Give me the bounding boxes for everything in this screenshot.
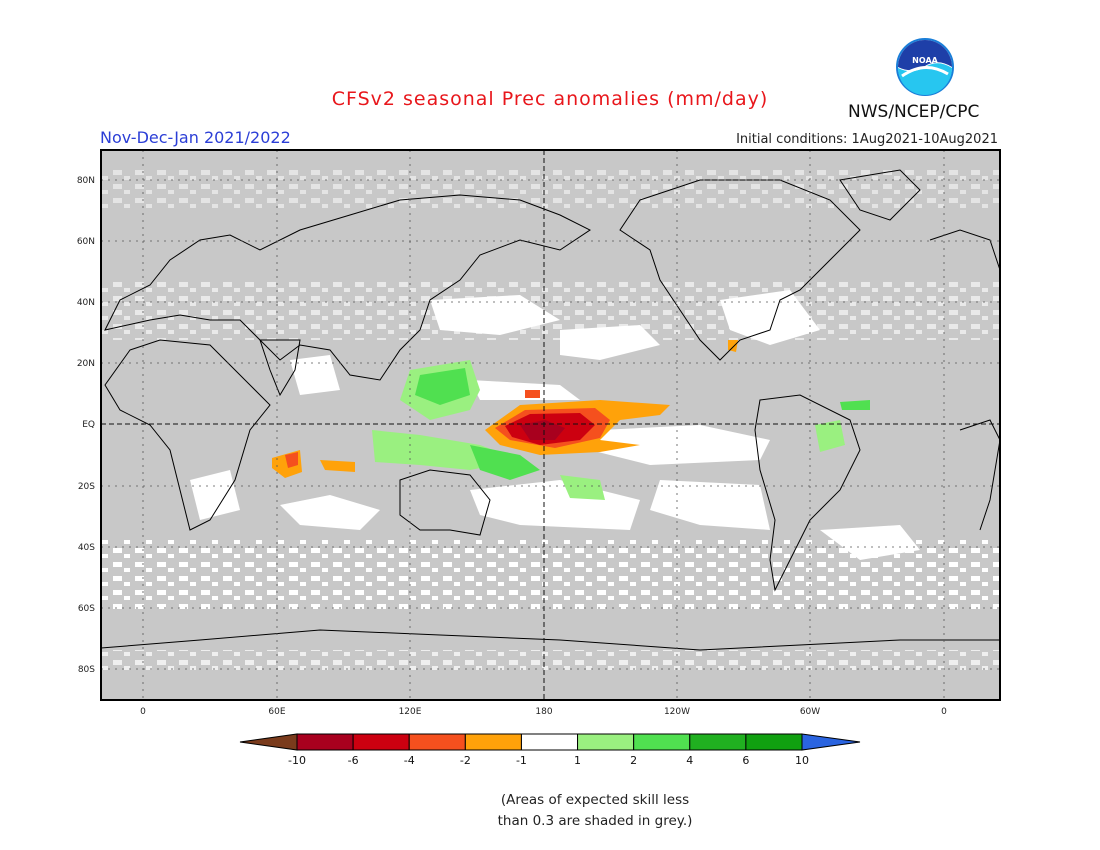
colorbar-box [352, 733, 410, 751]
colorbar-label: 2 [630, 754, 637, 767]
lon-label: 180 [535, 707, 552, 717]
lon-label: 60W [800, 707, 820, 717]
lat-label: 20N [77, 359, 95, 369]
lat-label: EQ [82, 420, 95, 430]
map-frame [100, 149, 1001, 701]
colorbar-box [296, 733, 354, 751]
colorbar-label: -1 [516, 754, 527, 767]
note-line: than 0.3 are shaded in grey.) [497, 813, 693, 829]
lat-label: 80N [77, 176, 95, 186]
lon-label: 60E [268, 707, 285, 717]
map-title: CFSv2 seasonal Prec anomalies (mm/day) [331, 88, 769, 110]
lon-label: 120W [664, 707, 690, 717]
wet-anomalies [372, 360, 870, 500]
lat-label: 60N [77, 237, 95, 247]
coastlines [100, 169, 1001, 651]
near-normal-areas [101, 170, 1000, 670]
grid-lines [101, 150, 1000, 700]
lon-label: 0 [941, 707, 947, 717]
latitude-labels: 80N 60N 40N 20N EQ 20S 40S 60S 80S [77, 176, 95, 675]
lat-label: 40N [77, 298, 95, 308]
colorbar-label: -4 [404, 754, 415, 767]
colorbar-label: -2 [460, 754, 471, 767]
colorbar-label: 4 [686, 754, 693, 767]
noaa-logo: NOAA [896, 38, 954, 96]
colorbar-box [408, 733, 466, 751]
colorbar: -10 -6 -4 -2 -1 1 2 4 6 10 [239, 733, 861, 767]
colorbar-box [520, 733, 579, 751]
lat-label: 80S [78, 665, 95, 675]
organization-label: NWS/NCEP/CPC [848, 102, 980, 122]
lat-label: 20S [78, 482, 95, 492]
lat-label: 40S [78, 543, 95, 553]
colorbar-arrow-low [239, 733, 298, 751]
forecast-period: Nov-Dec-Jan 2021/2022 [100, 128, 291, 147]
colorbar-box [633, 733, 691, 751]
colorbar-box [745, 733, 803, 751]
lat-label: 60S [78, 604, 95, 614]
initial-conditions: Initial conditions: 1Aug2021-10Aug2021 [736, 132, 998, 147]
lon-label: 120E [399, 707, 422, 717]
svg-text:NOAA: NOAA [912, 56, 938, 65]
note-line: (Areas of expected skill less [500, 792, 690, 808]
colorbar-label: -6 [348, 754, 359, 767]
colorbar-box [689, 733, 747, 751]
colorbar-box [464, 733, 522, 751]
colorbar-arrow-high [801, 733, 861, 751]
equator-dateline [101, 150, 1000, 700]
longitude-labels: 0 60E 120E 180 120W 60W 0 [140, 707, 947, 717]
colorbar-label: 6 [742, 754, 749, 767]
colorbar-box [577, 733, 635, 751]
lon-label: 0 [140, 707, 146, 717]
colorbar-label: -10 [288, 754, 306, 767]
colorbar-label: 10 [795, 754, 809, 767]
skill-note: (Areas of expected skill less than 0.3 a… [0, 790, 1100, 832]
colorbar-label: 1 [574, 754, 581, 767]
dry-anomalies [272, 340, 738, 478]
